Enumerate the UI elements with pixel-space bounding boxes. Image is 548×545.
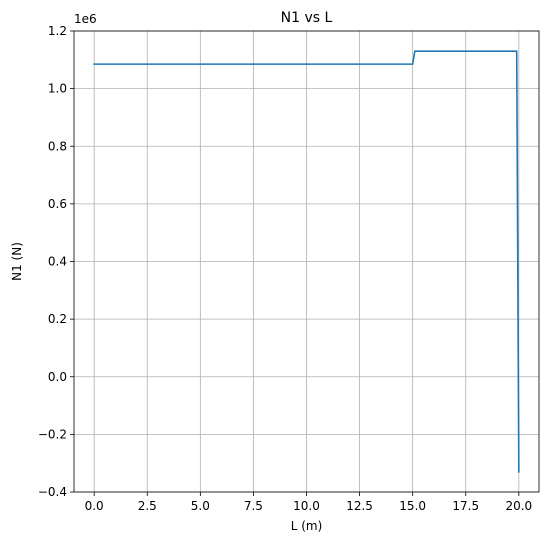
x-tick-label: 17.5	[452, 499, 479, 513]
x-tick-label: 10.0	[293, 499, 320, 513]
x-tick-label: 15.0	[399, 499, 426, 513]
chart-title: N1 vs L	[281, 10, 333, 26]
y-tick-label: 0.2	[48, 312, 67, 326]
x-tick-label: 5.0	[191, 499, 210, 513]
y-tick-label: −0.4	[38, 485, 67, 499]
y-tick-label: 0.8	[48, 139, 67, 153]
y-axis-label: N1 (N)	[10, 242, 24, 281]
x-tick-label: 20.0	[505, 499, 532, 513]
y-tick-label: 0.0	[48, 370, 67, 384]
y-tick-label: 1.2	[48, 24, 67, 38]
y-tick-label: −0.2	[38, 427, 67, 441]
x-tick-label: 12.5	[346, 499, 373, 513]
x-tick-label: 7.5	[244, 499, 263, 513]
x-tick-label: 0.0	[85, 499, 104, 513]
y-tick-label: 0.4	[48, 255, 67, 269]
y-tick-label: 0.6	[48, 197, 67, 211]
y-tick-label: 1.0	[48, 82, 67, 96]
x-tick-label: 2.5	[138, 499, 157, 513]
y-offset-label: 1e6	[74, 12, 97, 26]
x-axis-label: L (m)	[291, 519, 323, 533]
